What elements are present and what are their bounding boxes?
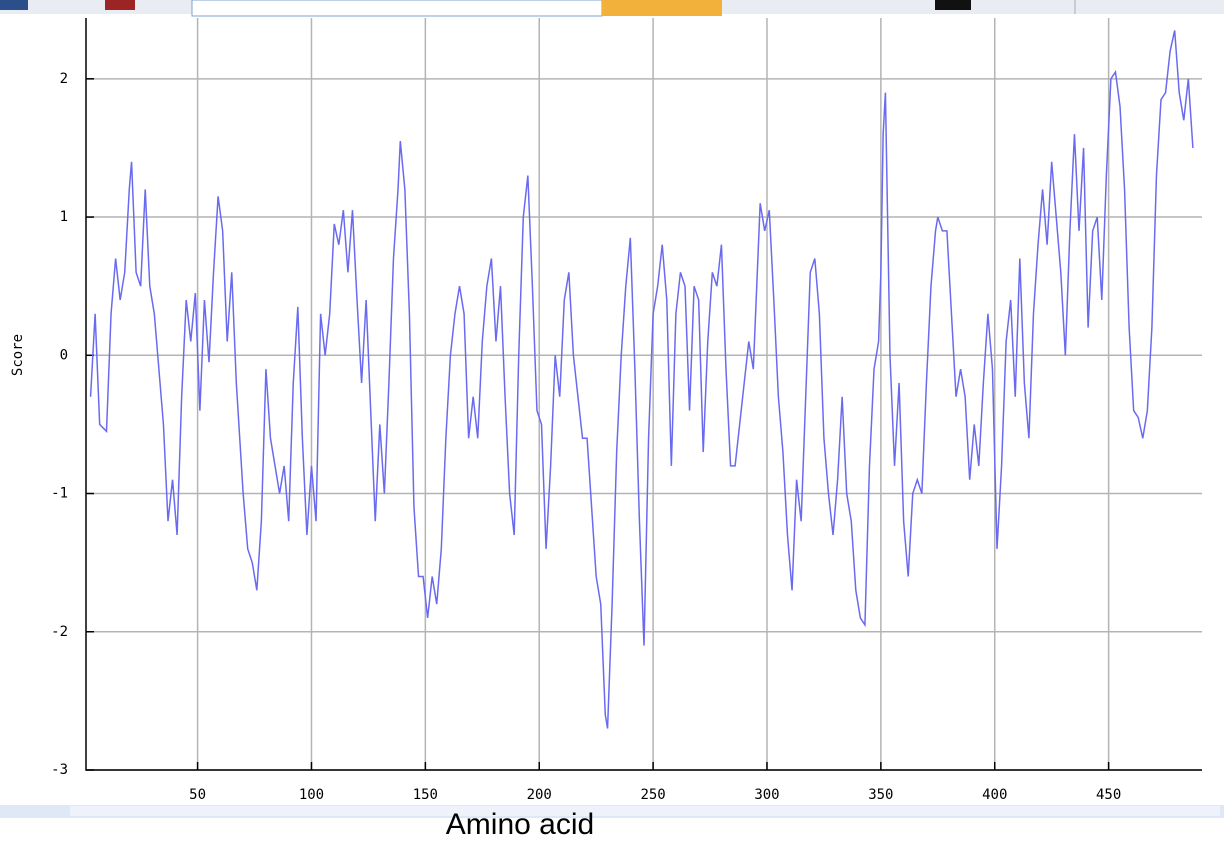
x-tick-label: 450: [1096, 787, 1121, 803]
x-tick-label: 100: [299, 787, 324, 803]
x-tick-label: 150: [413, 787, 438, 803]
x-tick-label: 200: [527, 787, 552, 803]
toolbar-icon: [935, 0, 971, 10]
scrollbar-track: [70, 806, 1220, 816]
x-tick-label: 300: [754, 787, 779, 803]
x-tick-label: 400: [982, 787, 1007, 803]
plot-frame: [85, 18, 1202, 771]
y-tick-label: -1: [51, 486, 68, 502]
toolbar-icon: [0, 0, 28, 10]
toolbar-icon: [105, 0, 135, 10]
y-tick-label: 1: [60, 209, 68, 225]
y-tick-label: 2: [60, 71, 68, 87]
data-line: [89, 30, 1194, 729]
toolbar-button[interactable]: [602, 0, 722, 16]
text-field[interactable]: [191, 0, 603, 17]
y-tick-label: -2: [51, 624, 68, 640]
x-tick-label: 250: [640, 787, 665, 803]
y-tick-label: 0: [60, 347, 68, 363]
x-tick-label: 350: [868, 787, 893, 803]
x-tick-label: 50: [189, 787, 206, 803]
y-tick-label: -3: [51, 762, 68, 778]
x-axis-label: Amino acid: [446, 808, 594, 841]
y-axis-label: Score: [10, 334, 26, 376]
